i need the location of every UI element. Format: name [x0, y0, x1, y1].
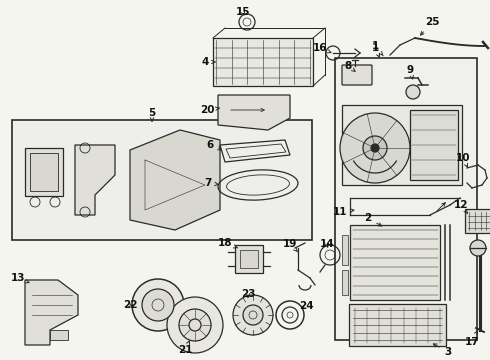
Text: 16: 16: [313, 43, 331, 53]
Bar: [240, 250, 258, 268]
Bar: [342, 105, 462, 185]
Text: 8: 8: [344, 61, 355, 71]
Circle shape: [363, 136, 387, 160]
Circle shape: [179, 309, 211, 341]
Circle shape: [406, 85, 420, 99]
Bar: [342, 270, 348, 295]
Bar: [335, 58, 477, 340]
Text: 15: 15: [236, 7, 250, 17]
Bar: [410, 110, 458, 180]
Text: 9: 9: [406, 65, 414, 79]
Text: 2: 2: [365, 213, 382, 226]
Polygon shape: [218, 95, 290, 130]
FancyBboxPatch shape: [342, 65, 372, 85]
Bar: [235, 245, 263, 273]
Text: 13: 13: [11, 273, 29, 283]
Text: 20: 20: [200, 105, 220, 115]
Text: 7: 7: [204, 178, 218, 188]
Text: 5: 5: [148, 108, 156, 121]
Text: 3: 3: [433, 344, 452, 357]
Circle shape: [470, 240, 486, 256]
Text: 10: 10: [456, 153, 470, 167]
Text: 1: 1: [371, 43, 380, 57]
Circle shape: [340, 113, 410, 183]
Circle shape: [233, 295, 273, 335]
Text: 1: 1: [371, 41, 383, 56]
Bar: [342, 235, 348, 265]
Text: 4: 4: [201, 57, 215, 67]
Text: 12: 12: [454, 200, 468, 213]
Bar: [350, 225, 440, 300]
Bar: [30, 153, 58, 191]
Text: 23: 23: [241, 289, 255, 299]
Circle shape: [142, 289, 174, 321]
Text: 21: 21: [178, 341, 192, 355]
Bar: [25, 148, 63, 196]
Circle shape: [167, 297, 223, 353]
Text: 22: 22: [123, 300, 137, 310]
Text: 17: 17: [465, 331, 479, 347]
Text: 18: 18: [218, 238, 238, 248]
Polygon shape: [75, 145, 115, 215]
Polygon shape: [130, 130, 220, 230]
Text: 25: 25: [420, 17, 439, 35]
Polygon shape: [25, 280, 78, 345]
Text: 19: 19: [283, 239, 298, 252]
Bar: [50, 330, 68, 340]
Bar: [213, 38, 313, 86]
FancyBboxPatch shape: [349, 304, 446, 346]
FancyBboxPatch shape: [465, 209, 490, 233]
Circle shape: [243, 305, 263, 325]
Text: 6: 6: [206, 140, 221, 150]
Text: 11: 11: [333, 207, 354, 217]
Bar: [12, 120, 312, 240]
Circle shape: [132, 279, 184, 331]
Text: 14: 14: [319, 239, 334, 249]
Text: 24: 24: [299, 301, 313, 311]
Circle shape: [371, 144, 379, 152]
